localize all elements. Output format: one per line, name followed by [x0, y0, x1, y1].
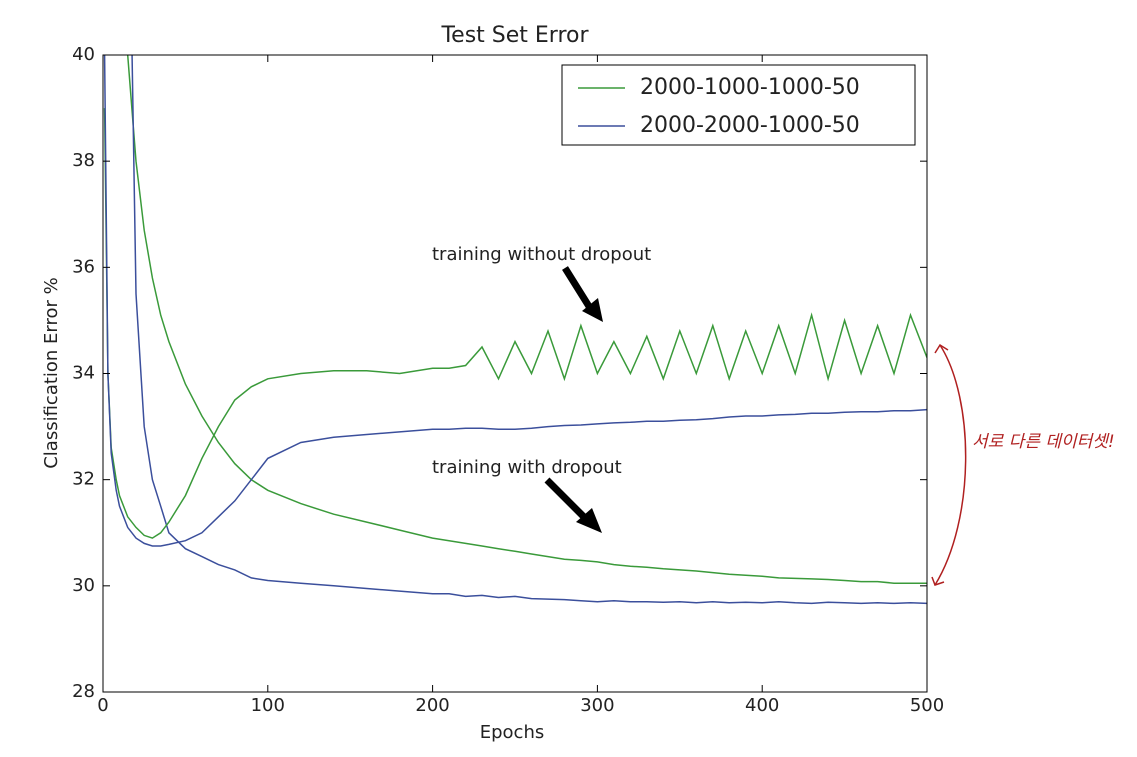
annotation: training with dropout — [432, 457, 622, 478]
bracket-arrow-head — [931, 343, 949, 586]
y-tick-label: 40 — [72, 44, 95, 65]
arrow — [544, 477, 588, 521]
y-tick-label: 34 — [72, 363, 95, 384]
y-tick-label: 28 — [72, 681, 95, 702]
x-tick-label: 300 — [580, 695, 614, 716]
line-series — [131, 55, 927, 605]
x-axis-label: Epochs — [480, 722, 545, 743]
line-series — [103, 108, 927, 539]
annotation: training without dropout — [432, 244, 651, 265]
y-tick-label: 38 — [72, 150, 95, 171]
x-tick-label: 400 — [745, 695, 779, 716]
x-tick-label: 100 — [251, 695, 285, 716]
x-tick-label: 0 — [97, 695, 108, 716]
y-tick-label: 30 — [72, 575, 95, 596]
y-axis-label: Classification Error % — [41, 277, 62, 469]
line-series — [126, 55, 927, 584]
x-tick-label: 200 — [415, 695, 449, 716]
legend-box — [561, 64, 916, 146]
chart-title: Test Set Error — [440, 23, 589, 48]
bracket-arrow — [934, 344, 967, 586]
y-tick-label: 36 — [72, 256, 95, 277]
arrow — [562, 266, 593, 310]
legend-label: 2000-2000-1000-50 — [640, 113, 860, 138]
arrow-head — [576, 508, 602, 533]
y-tick-label: 32 — [72, 469, 95, 490]
arrow-head — [582, 298, 603, 322]
legend-label: 2000-1000-1000-50 — [640, 75, 860, 100]
x-tick-label: 500 — [910, 695, 944, 716]
annotation: 서로 다른 데이터셋! — [972, 432, 1115, 452]
line-series — [103, 55, 927, 547]
